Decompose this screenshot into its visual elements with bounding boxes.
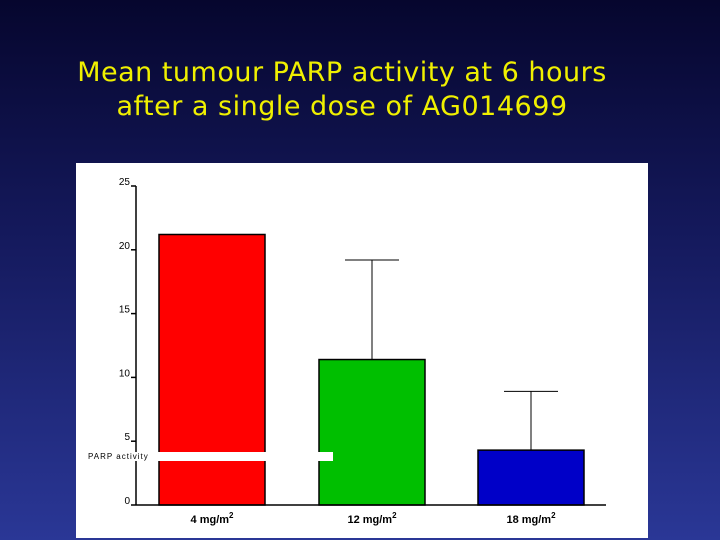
bar-chart: 0 5 10 15 20 25 4 mg/m2 12 mg/m2 18 mg/m2: [119, 177, 606, 526]
y-tick-label: 25: [119, 177, 131, 188]
bar: [158, 233, 266, 506]
y-tick-label: 20: [119, 241, 131, 252]
x-tick-label: 4 mg/m2: [191, 511, 235, 526]
y-tick-label: 10: [119, 368, 131, 379]
slide-title: Mean tumour PARP activity at 6 hours aft…: [0, 56, 684, 124]
chart-panel: 0 5 10 15 20 25 4 mg/m2 12 mg/m2 18 mg/m2: [76, 163, 648, 538]
bar: [318, 358, 426, 506]
x-tick-label: 18 mg/m2: [506, 511, 556, 526]
bar: [477, 449, 585, 506]
y-axis-label-overlap: PARP activity: [88, 452, 333, 461]
y-tick-label: 0: [124, 496, 130, 507]
y-tick-label: 5: [124, 432, 130, 443]
x-tick-label: 12 mg/m2: [347, 511, 397, 526]
title-line-1: Mean tumour PARP activity at 6 hours: [77, 57, 607, 88]
y-tick-label: 15: [119, 305, 131, 316]
title-line-2: after a single dose of AG014699: [116, 91, 568, 122]
